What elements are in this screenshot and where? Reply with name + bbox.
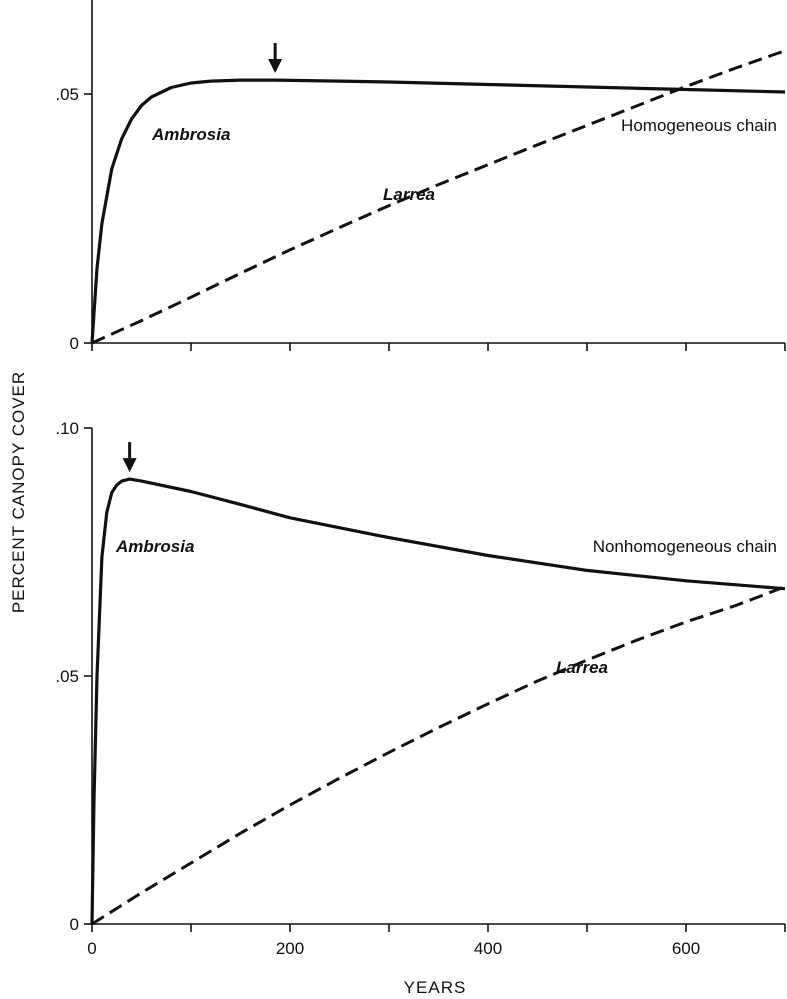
peak-arrow-icon: [268, 43, 283, 74]
y-tick-label: 0: [70, 334, 79, 353]
larrea-series-label: Larrea: [556, 658, 608, 677]
y-tick-label: 0: [70, 915, 79, 934]
larrea-series-line: [91, 49, 786, 345]
ambrosia-series-label: Ambrosia: [115, 537, 194, 556]
x-tick-label: 200: [276, 939, 304, 958]
larrea-series-label: Larrea: [383, 185, 435, 204]
x-tick-label: 600: [672, 939, 700, 958]
ambrosia-series-label: Ambrosia: [151, 125, 230, 144]
y-tick-label: .05: [55, 667, 79, 686]
homogeneous-chain-panel: 0 .05 Ambrosia Larrea Homogeneous chain: [55, 0, 786, 353]
chain-type-label: Homogeneous chain: [621, 116, 777, 135]
x-tick-label: 0: [87, 939, 96, 958]
peak-arrow-icon: [122, 442, 137, 473]
ambrosia-series-line: [90, 477, 786, 925]
x-axis-title: YEARS: [404, 978, 467, 997]
larrea-series-line: [91, 585, 786, 926]
nonhomogeneous-chain-panel: 0 .05 .10 0 200 400 600 Ambrosia Larrea Nonhomoge…: [55, 419, 786, 958]
y-tick-label: .10: [55, 419, 79, 438]
x-tick-label: 400: [474, 939, 502, 958]
chain-type-label: Nonhomogeneous chain: [593, 537, 777, 556]
y-axis-title: PERCENT CANOPY COVER: [9, 371, 28, 613]
y-tick-label: .05: [55, 85, 79, 104]
ambrosia-series-line: [90, 78, 786, 344]
